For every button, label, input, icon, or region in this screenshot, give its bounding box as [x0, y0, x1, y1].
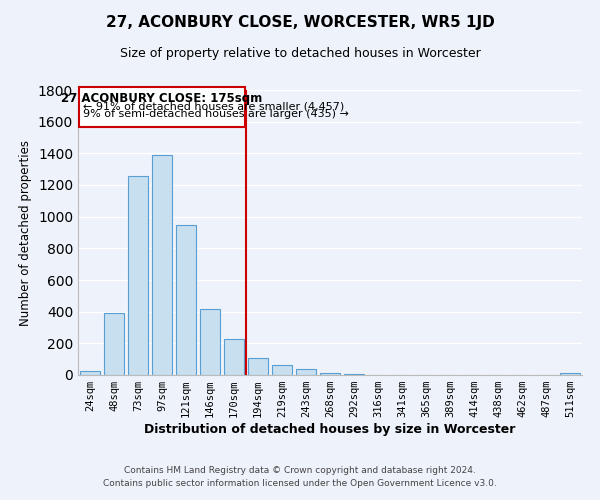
Bar: [344, 374, 364, 375]
Text: ← 91% of detached houses are smaller (4,457): ← 91% of detached houses are smaller (4,…: [83, 101, 344, 111]
Bar: [200, 308, 220, 375]
Text: Size of property relative to detached houses in Worcester: Size of property relative to detached ho…: [119, 48, 481, 60]
Text: 9% of semi-detached houses are larger (435) →: 9% of semi-detached houses are larger (4…: [83, 110, 349, 120]
Text: 27 ACONBURY CLOSE: 175sqm: 27 ACONBURY CLOSE: 175sqm: [61, 92, 263, 106]
Bar: [176, 224, 196, 375]
Bar: [224, 338, 244, 375]
Text: Contains HM Land Registry data © Crown copyright and database right 2024.
Contai: Contains HM Land Registry data © Crown c…: [103, 466, 497, 487]
Y-axis label: Number of detached properties: Number of detached properties: [19, 140, 32, 326]
X-axis label: Distribution of detached houses by size in Worcester: Distribution of detached houses by size …: [145, 423, 515, 436]
Bar: [104, 313, 124, 375]
Bar: [128, 176, 148, 375]
Bar: [152, 155, 172, 375]
Bar: [560, 374, 580, 375]
Bar: [296, 368, 316, 375]
Text: 27, ACONBURY CLOSE, WORCESTER, WR5 1JD: 27, ACONBURY CLOSE, WORCESTER, WR5 1JD: [106, 15, 494, 30]
Bar: [80, 371, 100, 375]
Bar: [248, 358, 268, 375]
Bar: [272, 364, 292, 375]
Bar: [320, 374, 340, 375]
Bar: [79, 87, 245, 126]
